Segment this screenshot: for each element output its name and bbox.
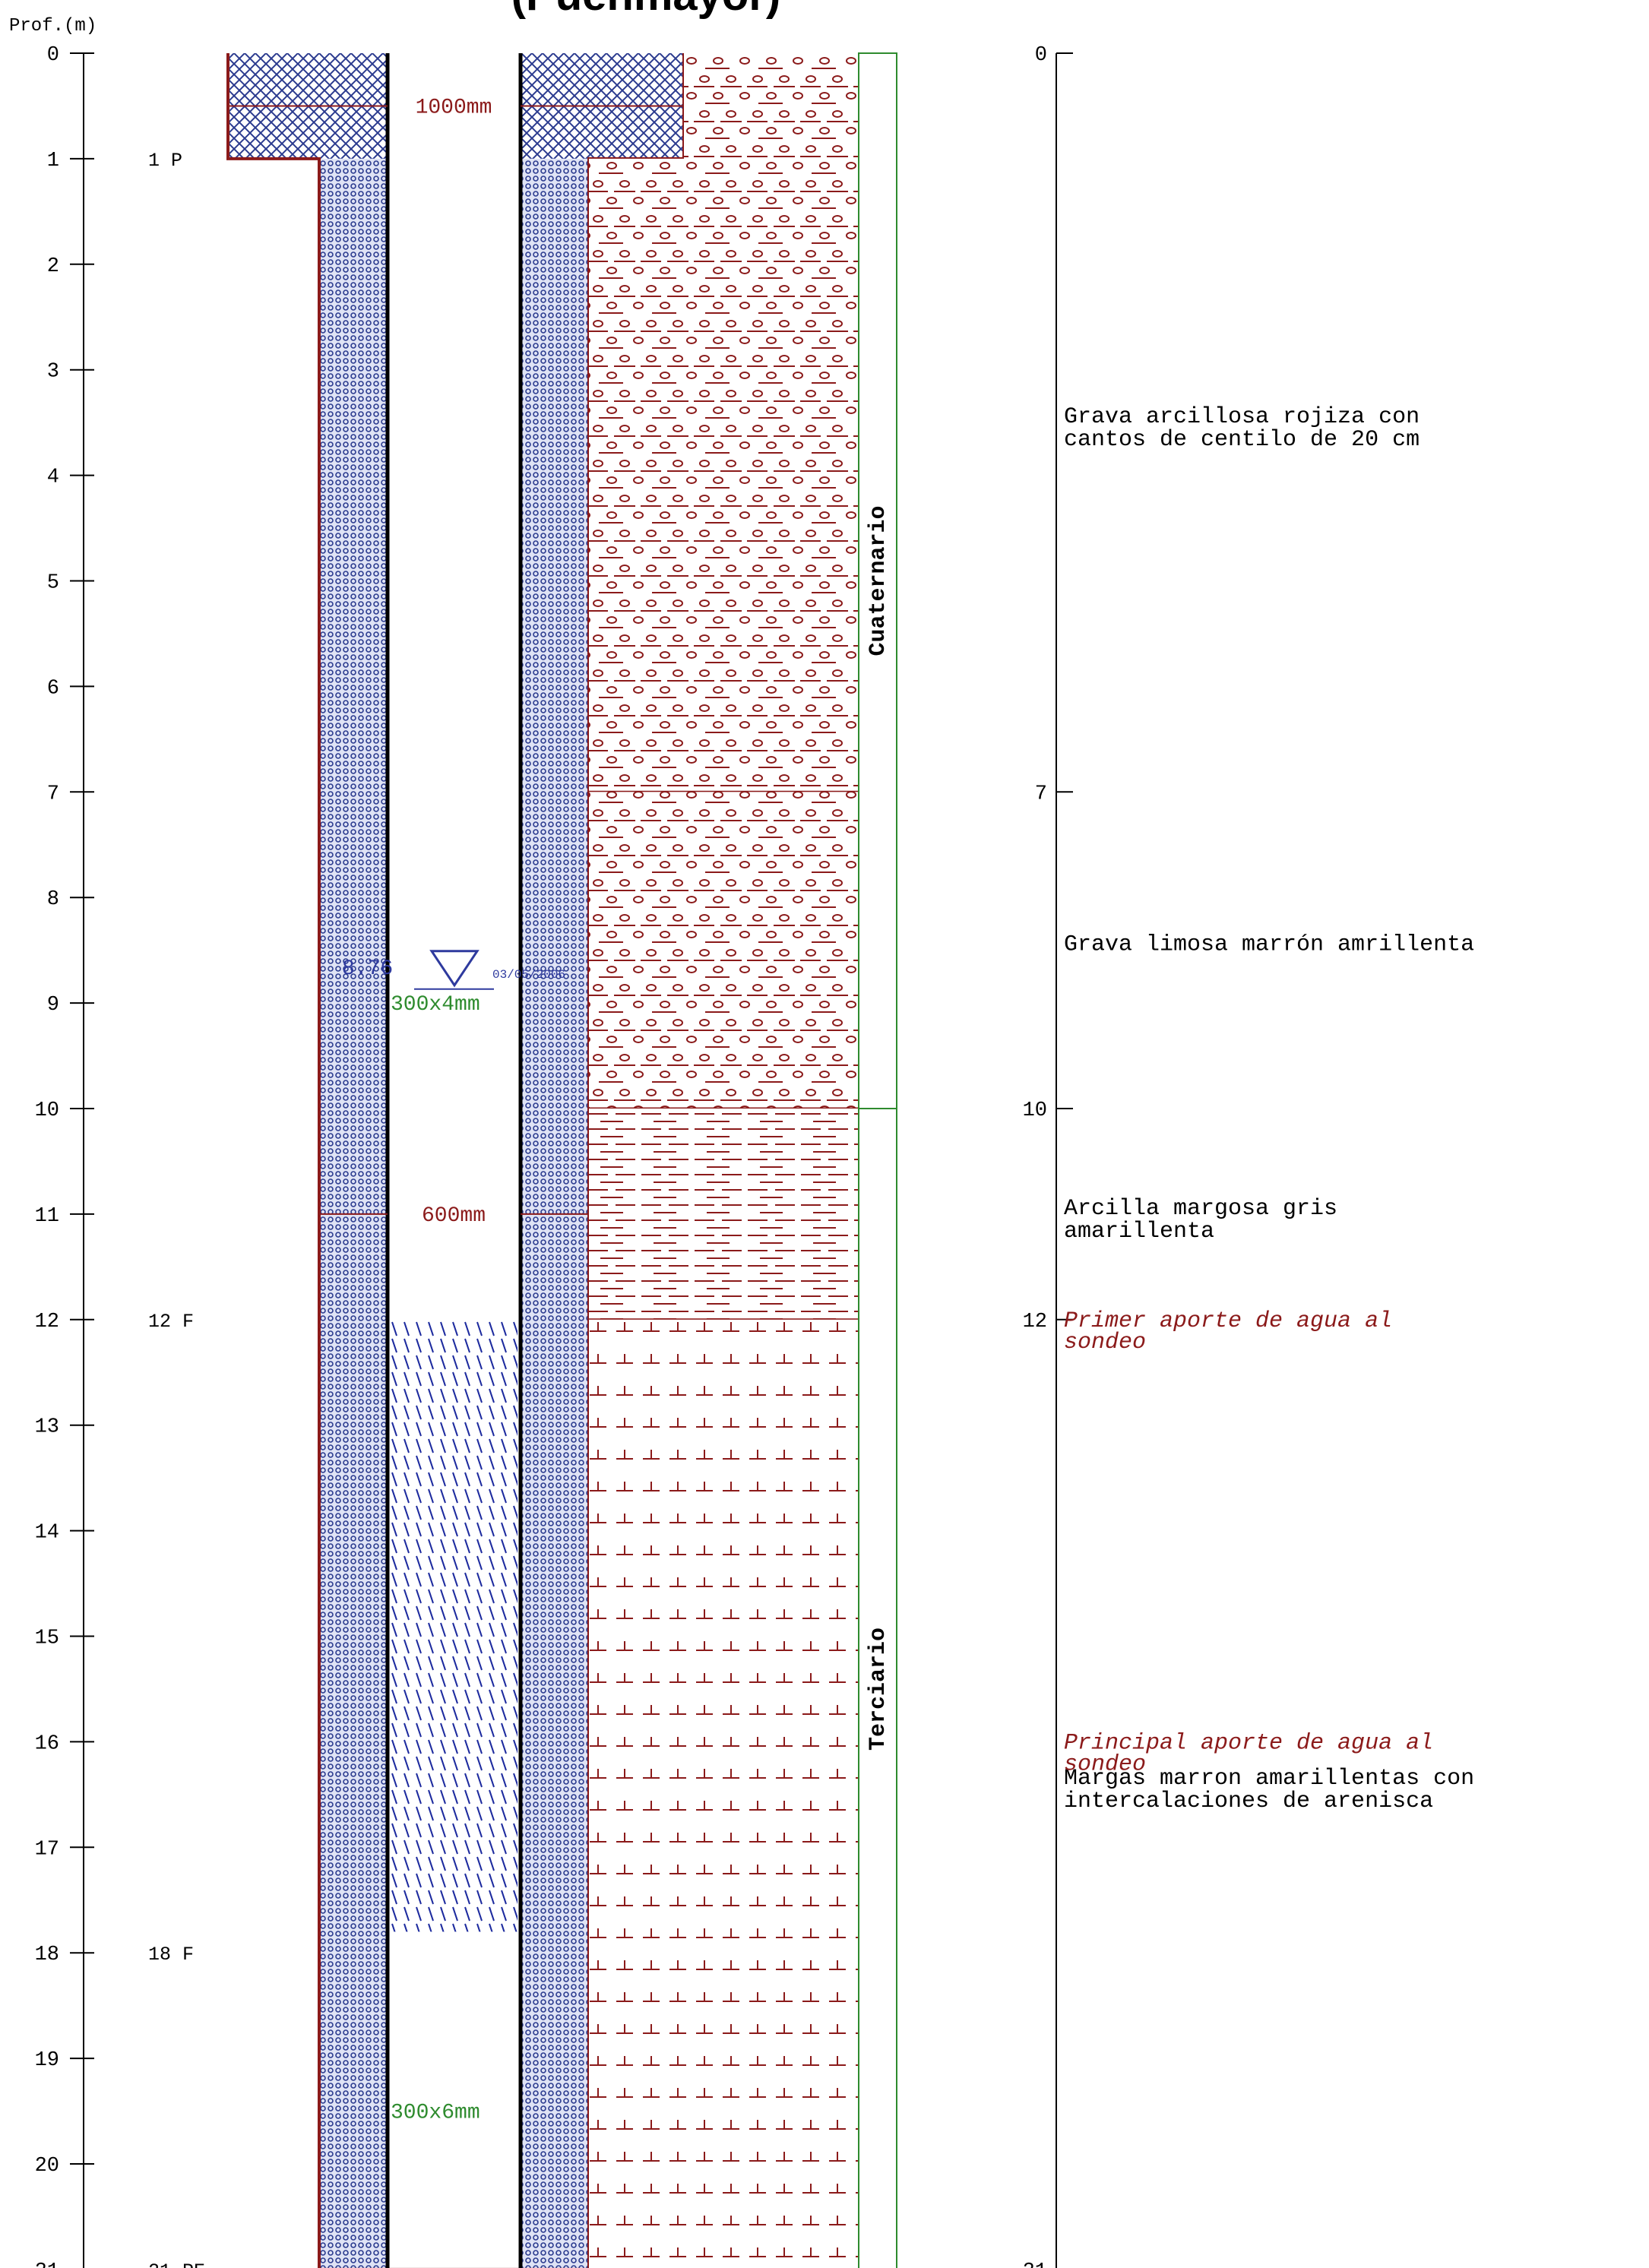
lithology-description: Grava arcillosa rojiza con cantos de cent… — [1064, 404, 1420, 453]
depth-tick-label: 7 — [47, 783, 59, 805]
depth-tick-label: 11 — [35, 1205, 59, 1228]
lithology-description: Arcilla margosa gris amarillenta — [1064, 1196, 1337, 1245]
lithology-description: Margas marron amarillentas con intercalac… — [1064, 1766, 1474, 1814]
right-axis-label: 12 — [1023, 1311, 1047, 1333]
stratigraphy-label: Terciario — [866, 1627, 891, 1751]
depth-tick-label: 19 — [35, 2049, 59, 2072]
depth-tick-label: 3 — [47, 361, 59, 384]
depth-tick-label: 15 — [35, 1627, 59, 1650]
depth-tick-label: 8 — [47, 888, 59, 911]
sample-label: 1 P — [148, 150, 182, 172]
stratigraphy-unit — [858, 1108, 897, 2268]
depth-tick-label: 0 — [47, 44, 59, 67]
sample-label: 12 F — [148, 1311, 194, 1333]
water-level-date: 03/05/2006 — [492, 968, 565, 982]
right-axis-label: 21 — [1023, 2260, 1047, 2268]
lithology-layer — [589, 1319, 859, 2268]
lithology-layer — [589, 792, 859, 1109]
depth-axis-label: Prof.(m) — [9, 16, 97, 36]
diameter-label-bg — [395, 1200, 513, 1226]
log-title: (Puenmayor) — [494, 0, 798, 21]
screen-interval — [391, 1319, 517, 1932]
diameter-label-bg — [395, 92, 513, 119]
depth-tick-label: 17 — [35, 1838, 59, 1861]
diameter-label: 600mm — [422, 1204, 486, 1228]
casing-label: 300x4mm — [391, 993, 480, 1017]
stratigraphy-label: Cuaternario — [866, 505, 891, 656]
depth-tick-label: 2 — [47, 255, 59, 278]
depth-tick-label: 16 — [35, 1732, 59, 1755]
water-level-depth: 8.76 — [342, 957, 393, 981]
depth-tick-label: 20 — [35, 2155, 59, 2178]
casing-label: 300x6mm — [391, 2102, 480, 2125]
sample-label: 18 F — [148, 1944, 194, 1966]
lithology-description: Grava limosa marrón amrillenta — [1064, 932, 1474, 958]
water-level-triangle — [429, 950, 480, 988]
depth-tick-label: 18 — [35, 1944, 59, 1966]
depth-tick-label: 6 — [47, 677, 59, 700]
depth-tick-label: 13 — [35, 1416, 59, 1439]
depth-tick-label: 5 — [47, 572, 59, 595]
depth-tick-label: 21 — [35, 2260, 59, 2268]
right-axis-label: 0 — [1035, 44, 1047, 67]
depth-tick-label: 1 — [47, 150, 59, 172]
right-axis-label: 10 — [1023, 1099, 1047, 1122]
right-axis-label: 7 — [1035, 783, 1047, 805]
depth-tick-label: 4 — [47, 467, 59, 489]
lithology-layer — [589, 1109, 859, 1320]
water-inflow-note: Primer aporte de agua al sondeo — [1064, 1308, 1392, 1355]
lithology-layer-top — [684, 53, 859, 159]
water-inflow-note: Principal aporte de agua al sondeo — [1064, 1730, 1433, 1777]
lithology-layer — [589, 158, 859, 792]
depth-tick-label: 12 — [35, 1311, 59, 1333]
depth-tick-label: 9 — [47, 994, 59, 1017]
depth-tick-label: 10 — [35, 1099, 59, 1122]
diameter-label: 1000mm — [416, 96, 492, 119]
depth-tick-label: 14 — [35, 1522, 59, 1545]
sample-label: 21 PE — [148, 2260, 205, 2268]
